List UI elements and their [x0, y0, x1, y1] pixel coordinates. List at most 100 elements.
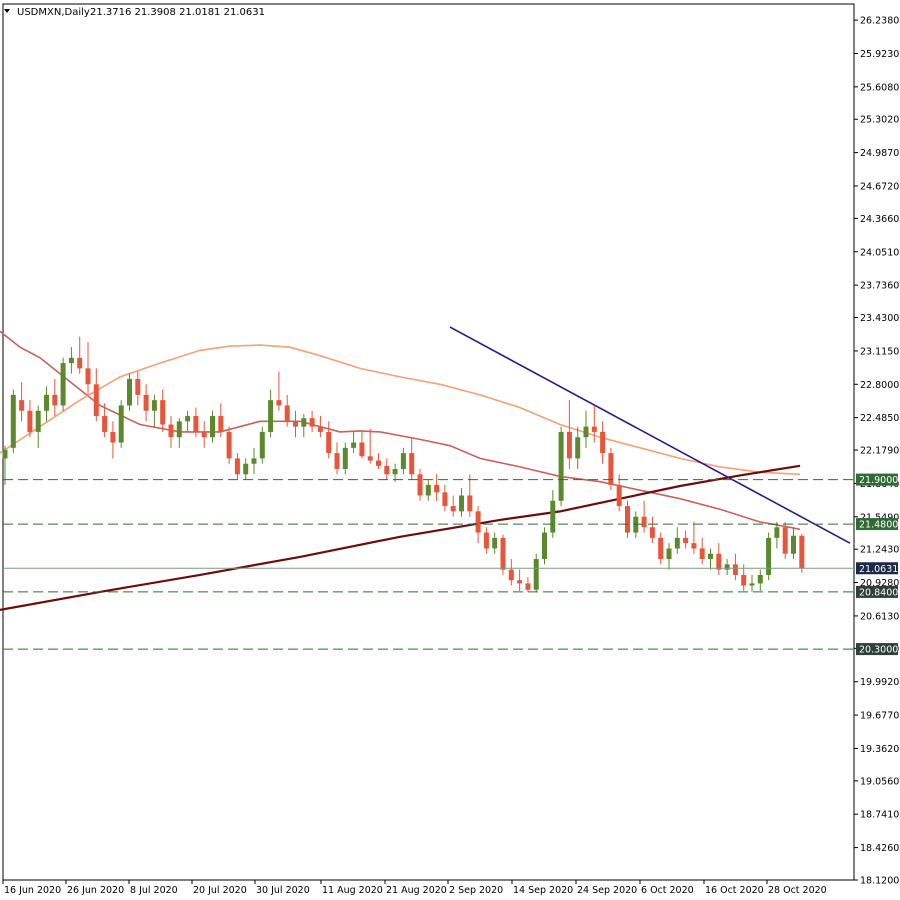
candle[interactable]	[326, 431, 332, 454]
candle[interactable]	[591, 426, 597, 432]
candle[interactable]	[575, 437, 581, 459]
candle[interactable]	[658, 537, 664, 560]
candle[interactable]	[550, 500, 556, 533]
candle[interactable]	[766, 537, 772, 575]
candle[interactable]	[674, 537, 680, 549]
candle[interactable]	[384, 465, 390, 475]
candle[interactable]	[168, 424, 174, 438]
candle[interactable]	[533, 559, 539, 590]
candle[interactable]	[467, 495, 473, 512]
candle[interactable]	[268, 400, 274, 432]
trend-line[interactable]	[449, 326, 851, 544]
candle[interactable]	[301, 418, 307, 427]
candle[interactable]	[93, 384, 99, 417]
candle[interactable]	[459, 495, 464, 512]
candle[interactable]	[392, 469, 398, 475]
candle[interactable]	[276, 400, 282, 406]
candle[interactable]	[442, 492, 448, 507]
candle[interactable]	[649, 527, 655, 538]
candle[interactable]	[791, 535, 796, 554]
candle[interactable]	[334, 453, 340, 470]
candle[interactable]	[52, 394, 58, 406]
candle[interactable]	[400, 453, 406, 470]
candle[interactable]	[558, 431, 564, 501]
candle[interactable]	[226, 431, 232, 459]
candle[interactable]	[641, 516, 647, 528]
candle[interactable]	[151, 400, 157, 411]
candle[interactable]	[251, 458, 257, 464]
candle[interactable]	[625, 506, 630, 533]
candle[interactable]	[409, 453, 415, 475]
candle[interactable]	[218, 416, 224, 432]
candle[interactable]	[741, 574, 747, 586]
candle[interactable]	[44, 394, 49, 411]
candle[interactable]	[608, 453, 614, 485]
candle[interactable]	[176, 421, 182, 438]
candle[interactable]	[774, 527, 780, 538]
candle[interactable]	[210, 416, 215, 438]
candle[interactable]	[434, 484, 440, 493]
candle[interactable]	[243, 463, 249, 475]
candle[interactable]	[35, 410, 41, 432]
candle[interactable]	[508, 569, 514, 581]
candle[interactable]	[351, 442, 357, 448]
candle[interactable]	[724, 564, 730, 570]
candle[interactable]	[425, 484, 431, 496]
candle[interactable]	[317, 426, 323, 432]
candle[interactable]	[143, 394, 149, 411]
candle[interactable]	[376, 460, 381, 466]
candle[interactable]	[160, 400, 166, 425]
candle[interactable]	[525, 583, 531, 590]
candle[interactable]	[293, 421, 298, 427]
candle[interactable]	[185, 416, 191, 422]
triangle-down-icon[interactable]	[4, 9, 10, 13]
candle[interactable]	[259, 431, 265, 459]
candle[interactable]	[359, 442, 365, 457]
candle[interactable]	[600, 431, 606, 454]
candle[interactable]	[284, 405, 290, 422]
candle[interactable]	[500, 537, 506, 570]
candle[interactable]	[666, 548, 672, 560]
candle[interactable]	[19, 400, 25, 411]
candle[interactable]	[135, 378, 141, 395]
candle[interactable]	[342, 447, 348, 470]
candle[interactable]	[85, 368, 91, 385]
candle[interactable]	[483, 532, 489, 549]
candle[interactable]	[716, 553, 722, 570]
candle[interactable]	[77, 357, 83, 369]
candle[interactable]	[683, 537, 689, 544]
candle[interactable]	[309, 418, 315, 427]
candle[interactable]	[517, 580, 523, 584]
candle[interactable]	[566, 431, 572, 459]
candle[interactable]	[68, 357, 74, 364]
candle[interactable]	[27, 410, 33, 432]
candle[interactable]	[2, 449, 8, 459]
candle[interactable]	[201, 431, 207, 438]
candle[interactable]	[583, 426, 589, 438]
candle[interactable]	[708, 553, 713, 560]
candle[interactable]	[10, 394, 16, 448]
candle[interactable]	[633, 516, 639, 533]
candle[interactable]	[127, 378, 132, 406]
candle[interactable]	[118, 405, 124, 443]
candle[interactable]	[234, 458, 240, 475]
candle[interactable]	[450, 506, 456, 512]
candle[interactable]	[757, 574, 763, 584]
candle[interactable]	[110, 431, 116, 443]
candle[interactable]	[699, 548, 705, 560]
candle[interactable]	[475, 511, 481, 533]
candle[interactable]	[492, 537, 498, 549]
candle[interactable]	[749, 583, 755, 586]
candle[interactable]	[193, 416, 199, 432]
candle[interactable]	[542, 532, 547, 560]
plot-area[interactable]	[0, 326, 851, 611]
candle[interactable]	[799, 535, 805, 569]
candle[interactable]	[691, 543, 697, 549]
candle[interactable]	[616, 484, 622, 507]
candle[interactable]	[782, 527, 788, 554]
candle[interactable]	[60, 363, 66, 406]
candle[interactable]	[417, 474, 423, 496]
candle[interactable]	[367, 456, 373, 461]
candle[interactable]	[732, 564, 738, 575]
